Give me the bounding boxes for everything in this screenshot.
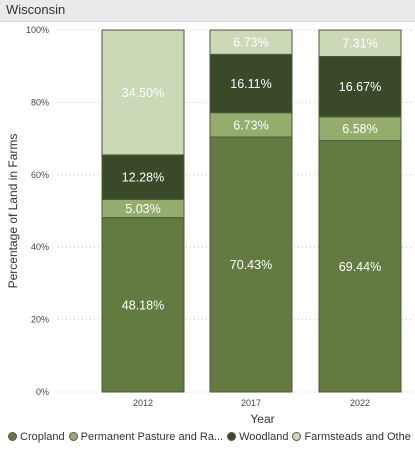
y-tick-label: 60% [31,170,49,180]
legend-swatch-icon [227,432,237,441]
x-tick-label: 2022 [350,398,370,408]
chart-header: Wisconsin [0,0,415,22]
legend-label: Woodland [239,431,289,443]
bar-segment [209,136,293,393]
data-label: 70.43% [230,258,272,272]
y-tick-label: 0% [36,387,49,397]
x-tick-label: 2012 [133,398,153,408]
y-tick-label: 20% [31,315,49,325]
y-axis-title: Percentage of Land in Farms [6,134,20,289]
y-tick-label: 40% [31,242,49,252]
legend-item[interactable]: Farmsteads and Othe [292,431,411,443]
stacked-bar-chart: 0% 20% 40% 60% 80% 100% 48.18% 5.03% 12.28% 34.50… [6,25,415,426]
x-tick-label: 2017 [241,398,261,408]
data-label: 7.31% [342,37,377,51]
bar-segment [209,112,293,138]
bar-segment [101,217,185,393]
legend-item[interactable]: Cropland [8,431,65,443]
bar-segment [209,29,293,55]
bar-segment [318,29,402,57]
legend-swatch-icon [292,432,302,441]
y-tick-label: 80% [31,97,49,107]
data-label: 48.18% [122,298,164,312]
chart-title: Wisconsin [6,2,66,17]
data-label: 6.58% [342,122,377,136]
legend-swatch-icon [68,432,78,441]
data-label: 34.50% [122,86,164,100]
bar-segment [101,154,185,200]
data-label: 6.73% [233,36,268,50]
bar-segment [318,140,402,393]
y-tick-label: 100% [26,25,49,35]
legend-label: Permanent Pasture and Ra... [80,431,224,443]
data-label: 12.28% [122,171,164,185]
data-label: 5.03% [125,202,160,216]
bar-segment [318,55,402,118]
legend-label: Cropland [20,431,65,443]
legend-item[interactable]: Woodland [227,431,288,443]
chart-legend: Cropland Permanent Pasture and Ra... Woodl… [8,431,415,447]
data-label: 6.73% [233,118,268,132]
legend-item[interactable]: Permanent Pasture and Ra... [68,431,224,443]
legend-swatch-icon [8,432,17,441]
bar-segment [101,29,185,156]
x-axis-title: Year [250,412,274,426]
data-label: 16.67% [339,80,381,94]
data-label: 16.11% [230,77,271,91]
data-label: 69.44% [339,260,381,274]
legend-label: Farmsteads and Othe [304,431,411,443]
bar-segment [209,53,293,114]
